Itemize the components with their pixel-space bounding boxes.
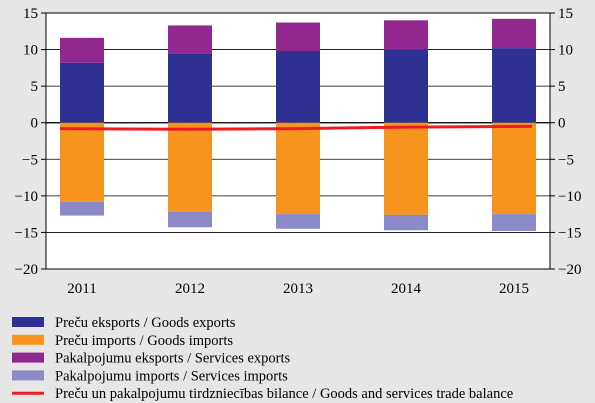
legend-label: Preču imports / Goods imports xyxy=(55,333,233,349)
y-tick-label-right: −10 xyxy=(558,189,581,205)
bar-segment xyxy=(492,18,536,49)
x-tick-label: 2013 xyxy=(283,281,313,297)
y-tick-label-left: 5 xyxy=(31,79,39,95)
legend-swatch xyxy=(12,370,44,381)
x-tick-label: 2014 xyxy=(391,281,422,297)
bar-segment xyxy=(276,51,320,123)
bar-segment xyxy=(276,214,320,229)
bar-segment xyxy=(168,53,212,123)
trade-balance-line xyxy=(59,124,533,131)
trade-balance-line-group xyxy=(59,124,533,131)
bar-segment xyxy=(276,122,320,215)
plot-frame xyxy=(45,12,551,270)
bar-segment xyxy=(384,49,428,123)
legend-label: Preču eksports / Goods exports xyxy=(55,315,236,331)
legend-swatch xyxy=(12,317,44,327)
y-tick-label-left: −15 xyxy=(15,225,38,241)
legend-label: Preču un pakalpojumu tirdzniecības bilan… xyxy=(55,386,513,402)
bar-segment xyxy=(168,211,212,228)
bar-segment xyxy=(384,122,428,215)
bar-segment xyxy=(492,48,536,123)
legend-label: Pakalpojumu imports / Services imports xyxy=(55,368,288,384)
bar-segment xyxy=(60,201,104,216)
legend-swatch xyxy=(12,352,44,363)
y-tick-label-left: −10 xyxy=(15,189,38,205)
y-tick-label-left: 15 xyxy=(23,6,38,22)
y-tick-label-right: 5 xyxy=(558,79,566,95)
x-tick-label: 2012 xyxy=(175,281,205,297)
x-tick-label: 2011 xyxy=(67,281,96,297)
bars xyxy=(60,18,536,231)
legend: Preču eksports / Goods exports Preču impo… xyxy=(12,315,513,402)
y-tick-label-right: 15 xyxy=(558,6,573,22)
x-tick-label: 2015 xyxy=(499,281,529,297)
legend-label: Pakalpojumu eksports / Services exports xyxy=(55,351,291,367)
bar-segment xyxy=(384,214,428,231)
bar-segment xyxy=(60,37,104,63)
y-tick-label-left: −5 xyxy=(22,152,38,168)
y-tick-label-right: −15 xyxy=(558,225,581,241)
bar-segment xyxy=(60,122,104,202)
legend-swatch xyxy=(12,334,44,345)
axes: 15 15 10 10 5 5 0 0 −5 −5 −10 −10 −15 −15 −20 −20 2011 20… xyxy=(15,6,582,297)
y-tick-label-right: 0 xyxy=(558,116,566,132)
y-tick-label-left: −20 xyxy=(15,262,38,278)
bar-segment xyxy=(492,122,536,215)
bar-segment xyxy=(492,214,536,231)
y-tick-label-left: 10 xyxy=(23,43,38,59)
bar-segment xyxy=(60,62,104,123)
bar-segment xyxy=(276,22,320,52)
y-tick-label-left: 0 xyxy=(31,116,39,132)
bar-segment xyxy=(168,122,212,212)
y-tick-label-right: −20 xyxy=(558,262,581,278)
y-tick-label-right: −5 xyxy=(558,152,574,168)
y-tick-label-right: 10 xyxy=(558,43,573,59)
bar-segment xyxy=(384,20,428,50)
bar-segment xyxy=(168,25,212,54)
